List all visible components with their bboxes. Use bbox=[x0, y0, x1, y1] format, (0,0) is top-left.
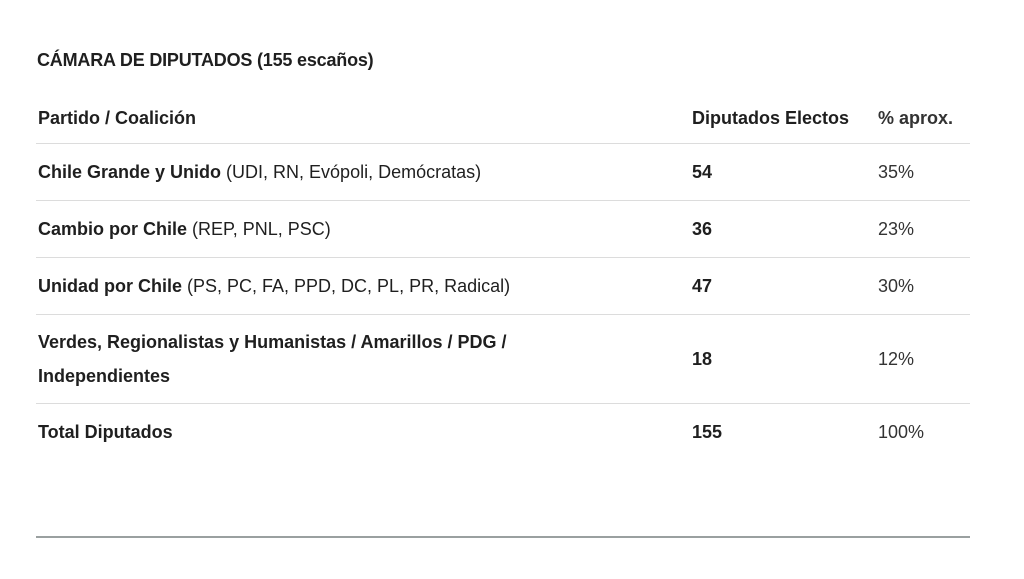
percent-cell: 12% bbox=[876, 314, 970, 404]
header-party: Partido / Coalición bbox=[36, 93, 690, 144]
total-row: Total Diputados 155 100% bbox=[36, 404, 970, 461]
bottom-divider bbox=[36, 536, 970, 538]
total-percent: 100% bbox=[878, 422, 925, 442]
table-row: Cambio por Chile (REP, PNL, PSC) 36 23% bbox=[36, 200, 970, 258]
total-seats: 155 bbox=[692, 422, 723, 442]
total-label: Total Diputados bbox=[38, 422, 173, 442]
table-row: Unidad por Chile (PS, PC, FA, PPD, DC, P… bbox=[36, 257, 970, 315]
coalition-parties: (UDI, RN, Evópoli, Demócratas) bbox=[226, 162, 482, 182]
party-cell: Cambio por Chile (REP, PNL, PSC) bbox=[36, 200, 690, 258]
percent-cell: 30% bbox=[876, 257, 970, 315]
table-row: Verdes, Regionalistas y Humanistas / Ama… bbox=[36, 314, 970, 404]
coalition-name: Cambio por Chile bbox=[38, 219, 188, 239]
seats-cell: 36 bbox=[690, 200, 876, 258]
coalition-name: Chile Grande y Unido bbox=[38, 162, 222, 182]
party-cell: Verdes, Regionalistas y Humanistas / Ama… bbox=[36, 314, 690, 404]
results-table: Partido / Coalición Diputados Electos % … bbox=[36, 93, 970, 460]
seats-cell: 54 bbox=[690, 143, 876, 201]
coalition-name: Unidad por Chile bbox=[38, 276, 182, 296]
coalition-name: Verdes, Regionalistas y Humanistas / Ama… bbox=[38, 332, 507, 386]
percent-cell: 23% bbox=[876, 200, 970, 258]
seats-cell: 47 bbox=[690, 257, 876, 315]
table-header-row: Partido / Coalición Diputados Electos % … bbox=[36, 93, 970, 144]
coalition-parties: (REP, PNL, PSC) bbox=[192, 219, 331, 239]
table-row: Chile Grande y Unido (UDI, RN, Evópoli, … bbox=[36, 143, 970, 201]
coalition-parties: (PS, PC, FA, PPD, DC, PL, PR, Radical) bbox=[187, 276, 511, 296]
header-percent: % aprox. bbox=[876, 93, 970, 144]
percent-cell: 35% bbox=[876, 143, 970, 201]
party-cell: Chile Grande y Unido (UDI, RN, Evópoli, … bbox=[36, 143, 690, 201]
party-cell: Unidad por Chile (PS, PC, FA, PPD, DC, P… bbox=[36, 257, 690, 315]
table-title: CÁMARA DE DIPUTADOS (155 escaños) bbox=[37, 50, 374, 70]
seats-cell: 18 bbox=[690, 314, 876, 404]
header-seats: Diputados Electos bbox=[690, 93, 876, 144]
